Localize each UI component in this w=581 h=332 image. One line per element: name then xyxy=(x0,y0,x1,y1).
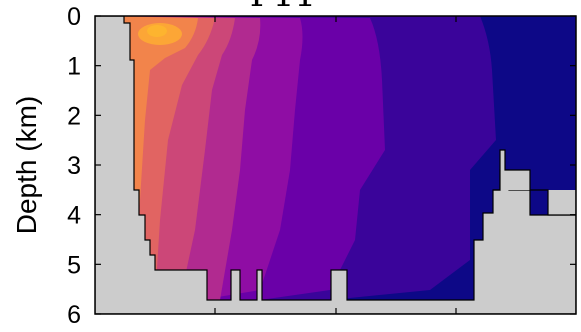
y-tick-label: 2 xyxy=(67,102,81,130)
x-ticks xyxy=(214,16,457,314)
plot-area xyxy=(95,16,576,314)
y-tick-label: 0 xyxy=(67,3,81,31)
land-right-ridge xyxy=(493,149,576,216)
y-tick-label: 6 xyxy=(67,301,81,329)
y-axis: 0 1 2 3 4 5 6 xyxy=(67,3,576,329)
y-tick-label: 3 xyxy=(67,152,81,180)
field-hottest-core xyxy=(147,25,167,37)
y-tick-label: 1 xyxy=(67,53,81,81)
y-axis-title: Depth (km) xyxy=(11,96,42,234)
y-tick-label: 5 xyxy=(67,251,81,279)
y-tick-label: 4 xyxy=(67,202,81,230)
chart-title: P11 xyxy=(250,0,316,15)
